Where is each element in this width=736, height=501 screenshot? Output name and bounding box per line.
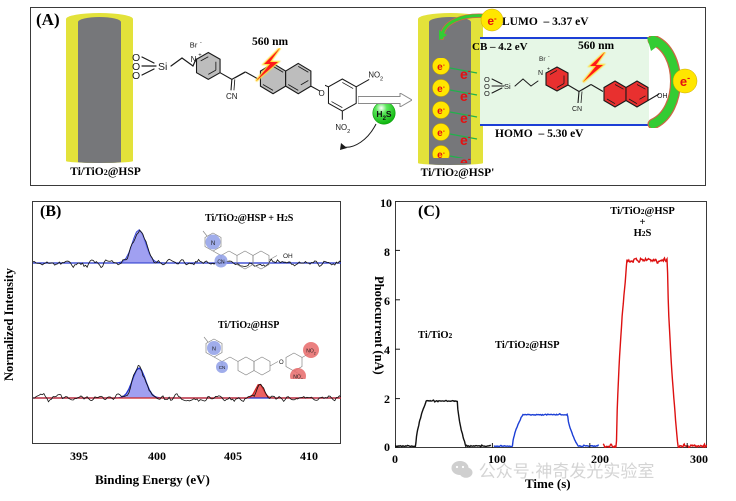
svg-text:e-: e- bbox=[460, 110, 471, 126]
svg-text:N: N bbox=[538, 70, 543, 77]
svg-text:NO2: NO2 bbox=[368, 71, 383, 83]
svg-text:CN: CN bbox=[217, 260, 225, 266]
svg-text:e-: e- bbox=[460, 66, 471, 82]
svg-text:N: N bbox=[212, 347, 216, 353]
svg-text:CN: CN bbox=[219, 365, 226, 370]
svg-text:Br: Br bbox=[190, 40, 198, 49]
svg-text:O: O bbox=[484, 89, 490, 98]
svg-text:O: O bbox=[279, 360, 284, 366]
svg-text:+: + bbox=[547, 67, 550, 73]
svg-text:-: - bbox=[548, 54, 550, 60]
svg-text:e-: e- bbox=[460, 88, 471, 104]
svg-text:N: N bbox=[211, 241, 215, 247]
svg-text:O: O bbox=[132, 70, 140, 82]
svg-text:O: O bbox=[318, 89, 324, 98]
svg-text:+: + bbox=[198, 53, 202, 59]
svg-text:N: N bbox=[191, 55, 197, 64]
svg-text:OH: OH bbox=[283, 253, 293, 260]
svg-text:CN: CN bbox=[226, 92, 238, 101]
svg-text:CN: CN bbox=[572, 106, 582, 113]
svg-text:Si: Si bbox=[504, 82, 511, 91]
svg-text:-: - bbox=[200, 40, 202, 46]
svg-text:Br: Br bbox=[539, 56, 546, 63]
svg-text:Si: Si bbox=[158, 61, 167, 73]
svg-text:e-: e- bbox=[460, 132, 471, 148]
svg-text:e-: e- bbox=[460, 154, 471, 163]
